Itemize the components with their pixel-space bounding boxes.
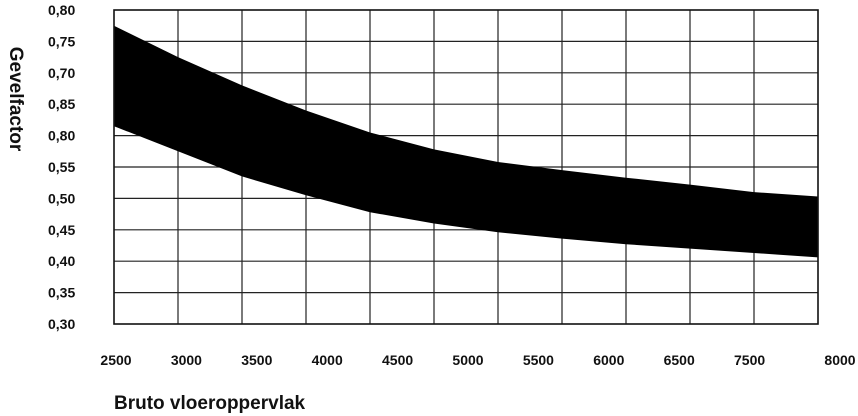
x-tick-label: 3500 <box>241 352 272 368</box>
y-tick-label: 0,35 <box>48 285 75 301</box>
y-tick-label: 0,40 <box>48 253 75 269</box>
y-tick-label: 0,80 <box>48 2 75 18</box>
x-tick-label: 6000 <box>593 352 624 368</box>
x-tick-label: 3000 <box>171 352 202 368</box>
x-tick-label: 2500 <box>100 352 131 368</box>
y-tick-label: 0,80 <box>48 128 75 144</box>
x-tick-label: 8000 <box>824 352 855 368</box>
y-axis-tick-labels: 0,80 0,75 0,70 0,85 0,80 0,55 0,50 0,45 0,40 0,35… <box>48 2 75 332</box>
y-tick-label: 0,55 <box>48 159 75 175</box>
gevelfactor-band <box>114 25 818 258</box>
y-tick-label: 0,85 <box>48 96 75 112</box>
x-tick-label: 5000 <box>452 352 483 368</box>
x-tick-label: 5500 <box>523 352 554 368</box>
y-tick-label: 0,70 <box>48 65 75 81</box>
plot-frame <box>113 9 819 325</box>
x-tick-label: 7500 <box>734 352 765 368</box>
y-axis-label: Gevelfactor <box>5 47 26 152</box>
y-tick-label: 0,45 <box>48 222 75 238</box>
x-tick-label: 4000 <box>312 352 343 368</box>
x-axis-label: Bruto vloeroppervlak <box>114 393 306 414</box>
x-tick-label: 4500 <box>382 352 413 368</box>
x-tick-label: 6500 <box>664 352 695 368</box>
y-tick-label: 0,75 <box>48 33 75 49</box>
grid <box>114 10 818 324</box>
x-axis-tick-labels: 2500 3000 3500 4000 4500 5000 5500 6000 6500 7500… <box>100 352 855 368</box>
y-tick-label: 0,50 <box>48 190 75 206</box>
y-tick-label: 0,30 <box>48 316 75 332</box>
